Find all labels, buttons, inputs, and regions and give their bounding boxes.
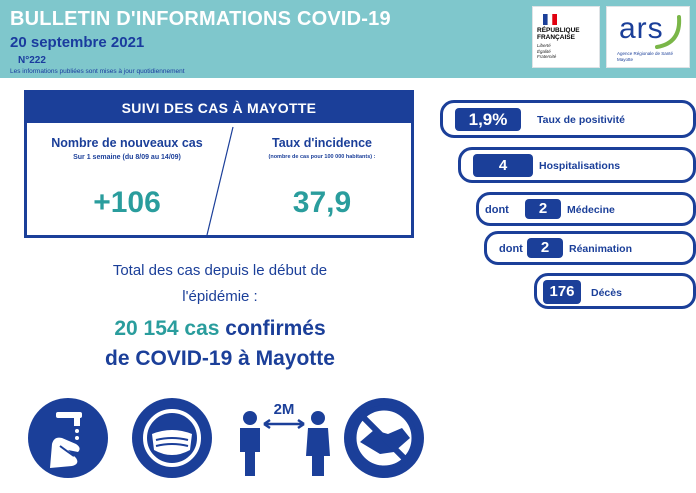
bulletin-number: N°222	[18, 55, 46, 66]
ars-subtitle: Agence Régionale de Santé Mayotte	[617, 51, 674, 62]
hospitalisations-value: 4	[473, 154, 533, 177]
deces-label: Décès	[591, 287, 622, 299]
update-note: Les informations publiées sont mises à j…	[10, 68, 185, 75]
reanimation-label: Réanimation	[569, 243, 633, 255]
no-handshake-icon	[344, 398, 424, 478]
incidence-unit: (nombre de cas pour 100 000 habitants) :	[268, 154, 376, 160]
incidence-label: Taux d'incidence	[272, 136, 372, 150]
handwashing-icon	[28, 398, 108, 478]
divider-slash	[206, 126, 234, 236]
new-cases-label: Nombre de nouveaux cas	[51, 136, 203, 150]
social-distancing-icon: 2M	[236, 398, 332, 478]
medecine-label: Médecine	[567, 204, 615, 216]
ars-wordmark: ars	[619, 12, 664, 45]
positivity-indicator: 1,9% Taux de positivité	[440, 100, 696, 138]
distance-label: 2M	[274, 401, 295, 418]
reanimation-prefix: dont	[499, 243, 523, 255]
total-cases-intro: Total des cas depuis le début de l'épidé…	[112, 262, 328, 305]
hospitalisations-label: Hospitalisations	[539, 160, 621, 172]
new-cases-value: +106	[93, 186, 161, 219]
new-cases-period: Sur 1 semaine (du 8/09 au 14/09)	[73, 154, 181, 161]
deces-indicator: 176 Décès	[534, 273, 696, 309]
ars-logo: ars Agence Régionale de Santé Mayotte	[606, 6, 690, 68]
medecine-prefix: dont	[485, 204, 509, 216]
reanimation-indicator: dont 2 Réanimation	[484, 231, 696, 265]
marianne-icon	[543, 14, 557, 25]
positivity-value: 1,9%	[455, 108, 521, 131]
incidence-value: 37,9	[292, 186, 352, 219]
reanimation-value: 2	[527, 238, 563, 258]
ars-arc-icon	[655, 15, 682, 49]
medecine-indicator: dont 2 Médecine	[476, 192, 696, 226]
republique-francaise-logo: RÉPUBLIQUE FRANÇAISE Liberté Égalité Fra…	[532, 6, 600, 68]
cases-summary-header: SUIVI DES CAS À MAYOTTE	[27, 93, 411, 123]
face-mask-icon	[132, 398, 212, 478]
hospitalisations-indicator: 4 Hospitalisations	[458, 147, 696, 183]
republique-text: RÉPUBLIQUE FRANÇAISE	[537, 27, 580, 41]
positivity-label: Taux de positivité	[537, 114, 625, 126]
bulletin-title: BULLETIN D'INFORMATIONS COVID-19	[10, 8, 391, 30]
deces-value: 176	[543, 280, 581, 304]
medecine-value: 2	[525, 199, 561, 219]
bulletin-date: 20 septembre 2021	[10, 34, 145, 51]
republique-motto: Liberté Égalité Fraternité	[537, 43, 557, 59]
cases-summary-box: SUIVI DES CAS À MAYOTTE Nombre de nouvea…	[24, 90, 414, 238]
total-cases-summary: 20 154 cas confirmés de COVID-19 à Mayot…	[105, 317, 335, 370]
total-cases-count: 20 154 cas	[114, 317, 220, 340]
